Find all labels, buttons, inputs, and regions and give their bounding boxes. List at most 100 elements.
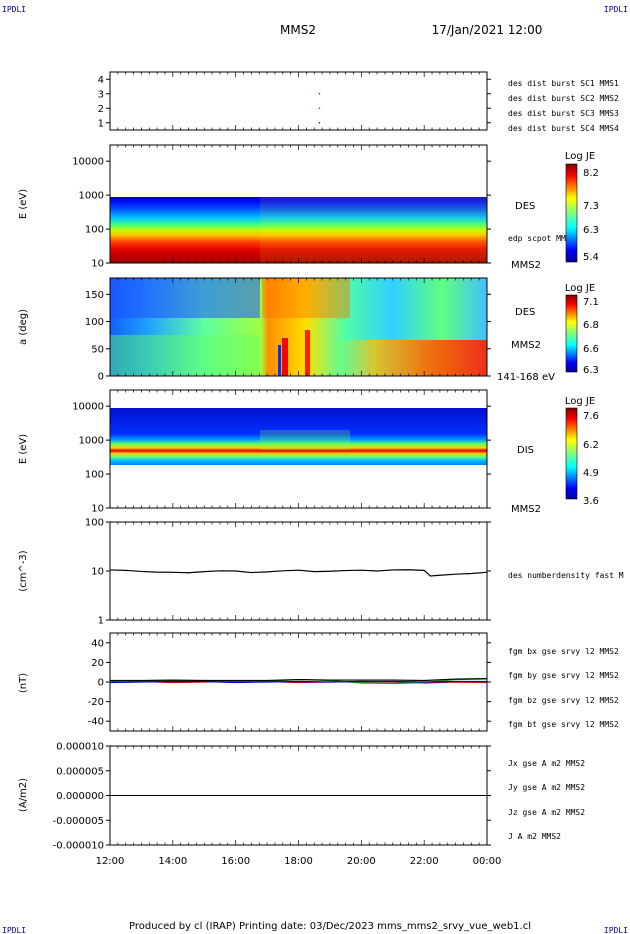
legend-j: J A m2 MMS2 bbox=[508, 832, 561, 841]
ytick-label-1-0: 10 bbox=[91, 259, 104, 270]
dis-energy-spectrogram bbox=[110, 408, 487, 465]
xtick-label-2: 16:00 bbox=[221, 856, 250, 867]
ytick-label-5-3: 20 bbox=[91, 658, 104, 669]
xtick-label-5: 22:00 bbox=[410, 856, 439, 867]
label-dis: DIS bbox=[517, 445, 534, 456]
legend-bz: fgm bz gse srvy l2 MMS2 bbox=[508, 696, 619, 705]
panel-magnetic-field-ylabel: (nT) bbox=[18, 673, 29, 693]
legend-burst-mms4: des dist burst SC4 MMS4 bbox=[508, 124, 619, 133]
ytick-label-2-0: 0 bbox=[98, 372, 104, 383]
ytick-label-3-0: 10 bbox=[91, 504, 104, 515]
colorbar-des-energy: Log JE 8.2 7.3 6.3 5.4 bbox=[565, 151, 599, 263]
legend-density: des numberdensity fast M bbox=[508, 571, 624, 580]
legend-bx: fgm bx gse srvy l2 MMS2 bbox=[508, 647, 619, 656]
ytick-label-5-0: -40 bbox=[88, 717, 104, 728]
colorbar-dis-energy-title: Log JE bbox=[565, 396, 595, 407]
panel-burst: 1 2 3 4 des dist burst SC1 MMS1 des dist bu… bbox=[98, 71, 619, 133]
legend-jy: Jy gse A m2 MMS2 bbox=[508, 783, 585, 792]
ytick-label-5-1: -20 bbox=[88, 697, 104, 708]
ytick-label-1-2: 1000 bbox=[79, 191, 104, 202]
colorbar-dis-energy-bar bbox=[565, 407, 578, 500]
ytick-label-6-3: 0.000005 bbox=[56, 766, 104, 777]
panel-dis-energy-ylabel: E (eV) bbox=[18, 434, 29, 464]
des-pitch-upper-blue bbox=[110, 278, 260, 318]
ytick-label-2-2: 100 bbox=[85, 317, 104, 328]
colorbar-des-energy-tick-max: 8.2 bbox=[583, 168, 599, 179]
label-mms2-1: MMS2 bbox=[511, 260, 541, 271]
des-pitch-lower-red bbox=[110, 340, 487, 376]
panel-burst-frame bbox=[109, 71, 488, 131]
ytick-label-5-2: 0 bbox=[98, 678, 104, 689]
legend-by: fgm by gse srvy l2 MMS2 bbox=[508, 671, 619, 680]
panel-des-pitch-ylabel: a (deg) bbox=[18, 309, 29, 345]
des-pitch-streak-2 bbox=[305, 330, 310, 376]
bz-series-line bbox=[109, 680, 487, 684]
colorbar-des-pitch-tick-3: 6.8 bbox=[583, 320, 599, 331]
xtick-label-4: 20:00 bbox=[347, 856, 376, 867]
ytick-label-3-1: 100 bbox=[85, 470, 104, 481]
ytick-label-4-0: 1 bbox=[98, 616, 104, 627]
panel-density-frame bbox=[109, 521, 488, 621]
colorbar-dis-energy-tick-2: 4.9 bbox=[583, 468, 599, 479]
figure-datetime: 17/Jan/2021 12:00 bbox=[432, 23, 543, 37]
ytick-label-3-3: 10000 bbox=[72, 402, 104, 413]
burst-point-0-0 bbox=[318, 122, 321, 124]
burst-point-2-0 bbox=[318, 93, 321, 95]
ytick-label-6-0: -0.000010 bbox=[53, 841, 104, 852]
panel-dis-energy: E (eV) 10 100 1000 10000 DIS MMS2 Log JE 7.… bbox=[18, 389, 599, 515]
legend-bt: fgm bt gse srvy l2 MMS2 bbox=[508, 720, 619, 729]
ytick-label-1-3: 10000 bbox=[72, 157, 104, 168]
panel-des-energy-ylabel: E (eV) bbox=[18, 189, 29, 219]
legend-jx: Jx gse A m2 MMS2 bbox=[508, 759, 585, 768]
ytick-label-1-1: 100 bbox=[85, 225, 104, 236]
density-series-line bbox=[109, 569, 488, 577]
dis-energy-enhancement bbox=[260, 430, 350, 450]
legend-jz: Jz gse A m2 MMS2 bbox=[508, 808, 585, 817]
colorbar-des-pitch-title: Log JE bbox=[565, 283, 595, 294]
time-axis: 12:00 14:00 16:00 18:00 20:00 22:00 00:00 bbox=[96, 72, 502, 867]
colorbar-des-pitch-tick-max: 7.1 bbox=[583, 297, 599, 308]
colorbar-des-pitch-tick-2: 6.6 bbox=[583, 344, 599, 355]
colorbar-des-energy-tick-2: 6.3 bbox=[583, 225, 599, 236]
label-edp-scpot: edp scpot MMS2 bbox=[508, 234, 576, 243]
label-energy-range: 141-168 eV bbox=[497, 372, 555, 383]
xtick-label-6: 00:00 bbox=[473, 856, 502, 867]
ytick-label-6-2: 0.000000 bbox=[56, 791, 104, 802]
ytick-label-4-2: 100 bbox=[85, 518, 104, 529]
panel-current-density-ylabel: (A/m2) bbox=[18, 778, 29, 812]
legend-burst-mms1: des dist burst SC1 MMS1 bbox=[508, 79, 619, 88]
bt-series-line bbox=[110, 677, 488, 682]
corner-mark-bottom-left: IPDLI bbox=[2, 926, 26, 934]
ytick-label-3-2: 1000 bbox=[79, 436, 104, 447]
xtick-label-1: 14:00 bbox=[158, 856, 187, 867]
xtick-label-0: 12:00 bbox=[96, 856, 125, 867]
panel-density: (cm^-3) 1 10 100 des numberdensity fast M bbox=[18, 518, 624, 627]
panel-des-energy: E (eV) 10 100 1000 10000 DES edp scpot MMS2… bbox=[18, 144, 599, 271]
des-pitch-streak-3 bbox=[278, 345, 281, 376]
footer-credit: Produced by cl (IRAP) Printing date: 03/… bbox=[129, 921, 531, 932]
ytick-label-2-3: 150 bbox=[85, 290, 104, 301]
colorbar-des-pitch: Log JE 7.1 6.8 6.6 6.3 bbox=[565, 283, 599, 376]
legend-burst-mms3: des dist burst SC3 MMS3 bbox=[508, 109, 619, 118]
panel-current-density: (A/m2) -0.000010 -0.000005 0.000000 0.00000… bbox=[18, 742, 585, 852]
des-pitch-upper-orange bbox=[262, 278, 350, 318]
colorbar-des-pitch-bar bbox=[565, 294, 578, 373]
ytick-label-6-4: 0.000010 bbox=[56, 742, 104, 753]
panel-des-pitch: a (deg) 0 50 100 150 DES MMS2 141-168 eV Lo… bbox=[18, 277, 599, 383]
ytick-label-0-3: 4 bbox=[98, 75, 104, 86]
legend-burst-mms2: des dist burst SC2 MMS2 bbox=[508, 94, 619, 103]
colorbar-des-pitch-tick-min: 6.3 bbox=[583, 365, 599, 376]
figure-title: MMS2 bbox=[280, 23, 316, 37]
colorbar-dis-energy: Log JE 7.6 6.2 4.9 3.6 bbox=[565, 396, 599, 507]
ytick-label-2-1: 50 bbox=[91, 344, 104, 355]
des-energy-spectrogram bbox=[110, 197, 487, 263]
corner-mark-bottom-right: IPDLI bbox=[604, 926, 628, 934]
colorbar-des-energy-bar bbox=[565, 163, 578, 263]
ytick-label-6-1: -0.000005 bbox=[53, 816, 104, 827]
panel-density-ylabel: (cm^-3) bbox=[18, 550, 29, 591]
panel-magnetic-field: (nT) -40 -20 0 20 40 fgm bx gse srvy l2 MMS2… bbox=[18, 632, 619, 732]
colorbar-dis-energy-tick-min: 3.6 bbox=[583, 496, 599, 507]
xtick-label-3: 18:00 bbox=[284, 856, 313, 867]
colorbar-des-energy-tick-3: 7.3 bbox=[583, 201, 599, 212]
